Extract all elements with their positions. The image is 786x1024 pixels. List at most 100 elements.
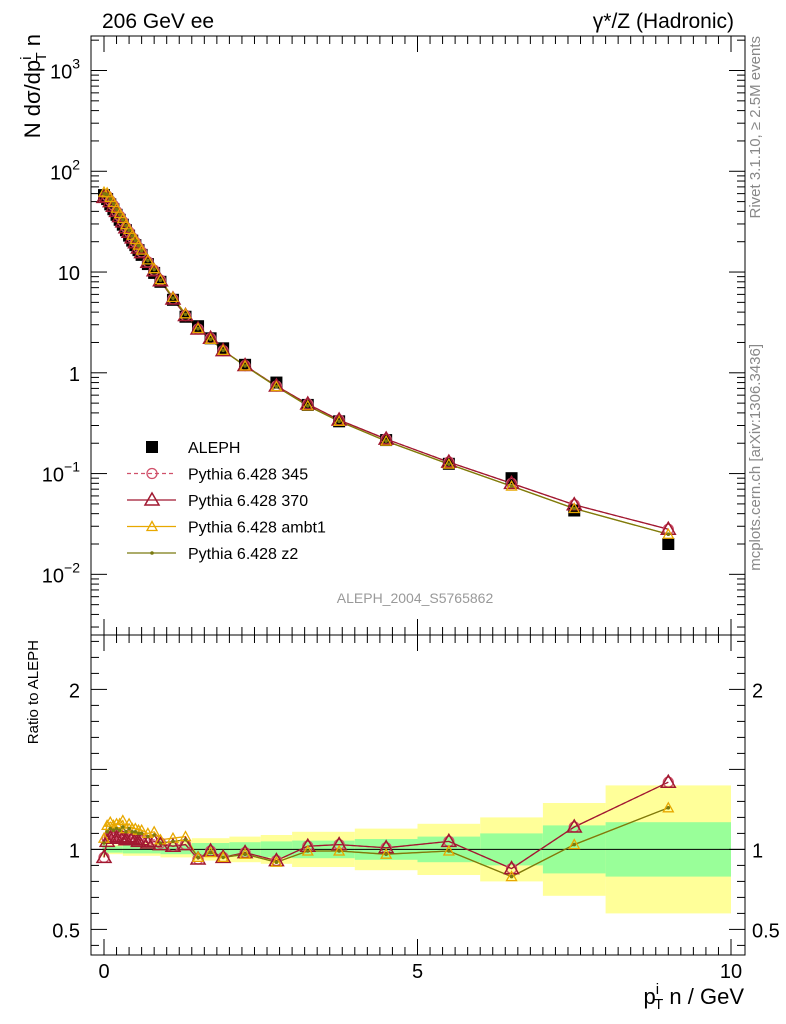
ratio-point-z2 xyxy=(102,841,106,845)
ratio-point-z2 xyxy=(111,828,116,832)
data-point-z2 xyxy=(447,462,451,466)
data-point-ambt1 xyxy=(113,207,126,219)
ratio-point-z2 xyxy=(130,830,135,834)
data-point-ambt1 xyxy=(301,399,314,411)
data-point-z2 xyxy=(114,207,119,212)
ratio-point-z2 xyxy=(243,852,247,856)
ratio-point-z2 xyxy=(114,826,119,831)
data-point-p370 xyxy=(503,474,520,490)
ratio-point-ambt1 xyxy=(217,851,230,863)
data-point-p370 xyxy=(440,453,458,468)
ratio-point-p370 xyxy=(177,836,194,851)
data-point-z2 xyxy=(111,202,116,206)
data-point-ambt1 xyxy=(238,359,252,371)
ratio-point-p370 xyxy=(130,832,147,848)
legend: ALEPH Pythia 6.428 345 Pythia 6.428 370 Pyt… xyxy=(127,440,326,563)
ratio-point-p370 xyxy=(114,829,132,844)
data-point-ambt1 xyxy=(148,262,161,274)
main-ylabel-sub: T xyxy=(33,52,50,61)
data-point-ambt1 xyxy=(141,253,154,265)
data-point-p370 xyxy=(299,395,317,410)
ratio-ylabel: Ratio to ALEPH xyxy=(25,640,42,744)
tick-base: 10 xyxy=(42,465,64,487)
legend-marker-ambt1 xyxy=(145,520,159,532)
data-point-z2 xyxy=(221,348,225,353)
legend-marker-p345 xyxy=(146,467,158,480)
legend-label-p370: Pythia 6.428 370 xyxy=(188,493,308,510)
ratio-point-z2 xyxy=(183,838,188,842)
data-point-aleph xyxy=(662,537,675,550)
ratio-point-z2 xyxy=(384,852,388,856)
data-point-ambt1 xyxy=(380,434,393,446)
ratio-point-ambt1 xyxy=(191,851,205,863)
data-point-ambt1 xyxy=(97,185,111,197)
data-point-ambt1 xyxy=(442,457,455,469)
legend-marker-p370 xyxy=(143,491,161,506)
header-right: γ*/Z (Hadronic) xyxy=(593,10,734,33)
x-tick-label: 5 xyxy=(412,961,423,983)
ratio-point-z2 xyxy=(146,834,150,839)
tick-exp: 2 xyxy=(72,156,80,172)
xlabel-sup: i xyxy=(656,981,659,998)
data-point-z2 xyxy=(274,384,279,389)
legend-marker-z2 xyxy=(150,551,154,555)
ratio-point-p370 xyxy=(503,860,520,875)
data-point-z2 xyxy=(171,296,175,300)
ratio-point-z2 xyxy=(274,860,279,864)
ratio-point-ambt1 xyxy=(442,844,455,856)
legend-label-ambt1: Pythia 6.428 ambt1 xyxy=(188,520,326,537)
ratio-point-z2 xyxy=(108,826,113,831)
ratio-point-z2 xyxy=(152,833,156,837)
ratio-point-z2 xyxy=(305,849,310,853)
data-point-z2 xyxy=(130,234,135,238)
tick-exp: −1 xyxy=(64,459,80,475)
data-point-z2 xyxy=(158,278,163,282)
data-point-ambt1 xyxy=(107,196,120,208)
ratio-point-z2 xyxy=(572,842,577,847)
ratio-point-p370 xyxy=(123,829,141,844)
data-point-ambt1 xyxy=(662,527,675,539)
ratio-point-z2 xyxy=(158,841,163,845)
ratio-y-tick-label: 0.5 xyxy=(52,920,80,942)
ratio-y-tick-label-right: 0.5 xyxy=(752,920,780,942)
main-ylabel-text-b: n xyxy=(20,34,45,52)
ratio-point-z2 xyxy=(133,830,138,834)
legend-label-p345: Pythia 6.428 345 xyxy=(188,467,308,484)
ratio-point-z2 xyxy=(124,830,128,834)
tick-base: 1 xyxy=(69,364,80,386)
ratio-point-ambt1 xyxy=(204,846,217,858)
data-point-ambt1 xyxy=(333,414,346,426)
ratio-point-p370 xyxy=(659,773,677,788)
ratio-point-p370 xyxy=(214,848,232,864)
y-tick-label: 10−2 xyxy=(42,559,80,587)
data-point-z2 xyxy=(136,244,141,248)
ratio-point-z2 xyxy=(127,826,131,831)
ratio-point-z2 xyxy=(136,831,141,836)
data-point-z2 xyxy=(152,267,156,272)
ratio-point-z2 xyxy=(509,874,514,879)
y-tick-label: 102 xyxy=(50,156,80,184)
data-point-z2 xyxy=(139,249,144,253)
ratio-y-tick-label-right: 2 xyxy=(752,680,763,702)
xlabel-p: p xyxy=(644,984,656,1009)
ratio-point-ambt1 xyxy=(301,844,314,856)
main-ylabel-sup: i xyxy=(18,57,35,60)
data-point-ambt1 xyxy=(179,307,192,319)
ratio-point-p370 xyxy=(95,848,113,864)
data-point-ambt1 xyxy=(154,273,167,285)
x-tick-label: 0 xyxy=(98,961,109,983)
data-point-z2 xyxy=(133,238,138,243)
tick-exp: −2 xyxy=(64,559,80,575)
ratio-point-z2 xyxy=(171,839,175,844)
ratio-point-ambt1 xyxy=(238,847,252,859)
ratio-point-ambt1 xyxy=(380,847,393,859)
legend-label-z2: Pythia 6.428 z2 xyxy=(188,546,298,563)
y-tick-label: 1 xyxy=(69,364,80,386)
ratio-point-p370 xyxy=(117,831,135,846)
ratio-point-p370 xyxy=(120,828,138,843)
legend-marker-ALEPH xyxy=(146,441,158,453)
ratio-point-ambt1 xyxy=(333,844,346,856)
data-point-z2 xyxy=(105,192,109,197)
